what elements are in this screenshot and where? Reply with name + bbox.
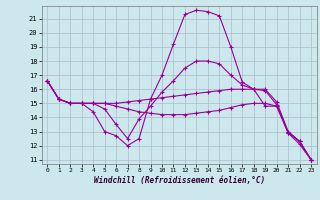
- X-axis label: Windchill (Refroidissement éolien,°C): Windchill (Refroidissement éolien,°C): [94, 176, 265, 185]
